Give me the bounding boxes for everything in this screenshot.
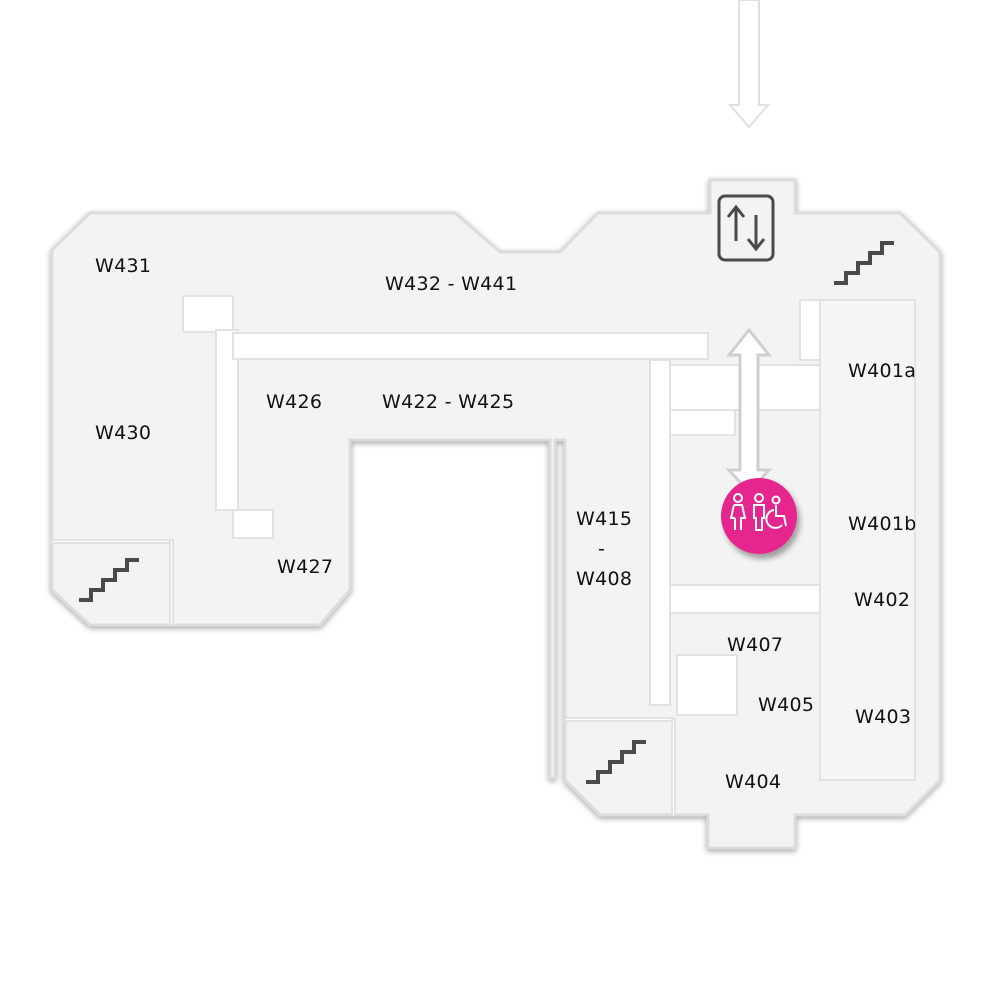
room-label-w431[interactable]: W431 <box>95 255 152 277</box>
wall-block <box>182 295 234 333</box>
wall-line-v2 <box>671 719 676 816</box>
room-label-w422-w425[interactable]: W422 - W425 <box>382 391 515 413</box>
restroom-accessible-icon[interactable] <box>716 478 804 568</box>
wall-stub <box>232 509 274 539</box>
wall-vertical <box>215 329 239 511</box>
room-label-w402[interactable]: W402 <box>854 589 911 611</box>
wall-w402 <box>669 584 836 614</box>
corridor-wall <box>232 332 709 360</box>
room-label-w430[interactable]: W430 <box>95 422 152 444</box>
room-label-w404[interactable]: W404 <box>725 771 782 793</box>
wall-line-south <box>564 717 676 722</box>
room-label-w415[interactable]: W415 <box>576 508 633 530</box>
stairs-icon <box>79 558 139 602</box>
arrow-double-vertical <box>725 327 773 495</box>
room-label-w432-w441[interactable]: W432 - W441 <box>385 273 518 295</box>
elevator-icon[interactable] <box>716 193 776 263</box>
wall-w401 <box>819 299 916 781</box>
wall-block-east2 <box>669 409 736 436</box>
room-label-w426[interactable]: W426 <box>266 391 323 413</box>
room-label-range-dash: - <box>598 538 606 560</box>
wall-line-v <box>169 539 174 626</box>
room-label-w401a[interactable]: W401a <box>848 360 917 382</box>
arrow-entrance-north <box>727 0 771 129</box>
stairs-icon <box>586 740 646 784</box>
room-label-w405[interactable]: W405 <box>758 694 815 716</box>
wall-corner <box>676 654 738 716</box>
wall-column <box>649 359 671 706</box>
wall-nub <box>799 299 821 361</box>
room-label-w408[interactable]: W408 <box>576 568 633 590</box>
wall-line <box>51 539 173 544</box>
stairs-icon <box>834 241 894 285</box>
room-label-w427[interactable]: W427 <box>277 556 334 578</box>
entrance-arrows <box>725 0 773 495</box>
room-label-w407[interactable]: W407 <box>727 634 784 656</box>
room-label-w401b[interactable]: W401b <box>848 513 917 535</box>
room-label-w403[interactable]: W403 <box>855 706 912 728</box>
